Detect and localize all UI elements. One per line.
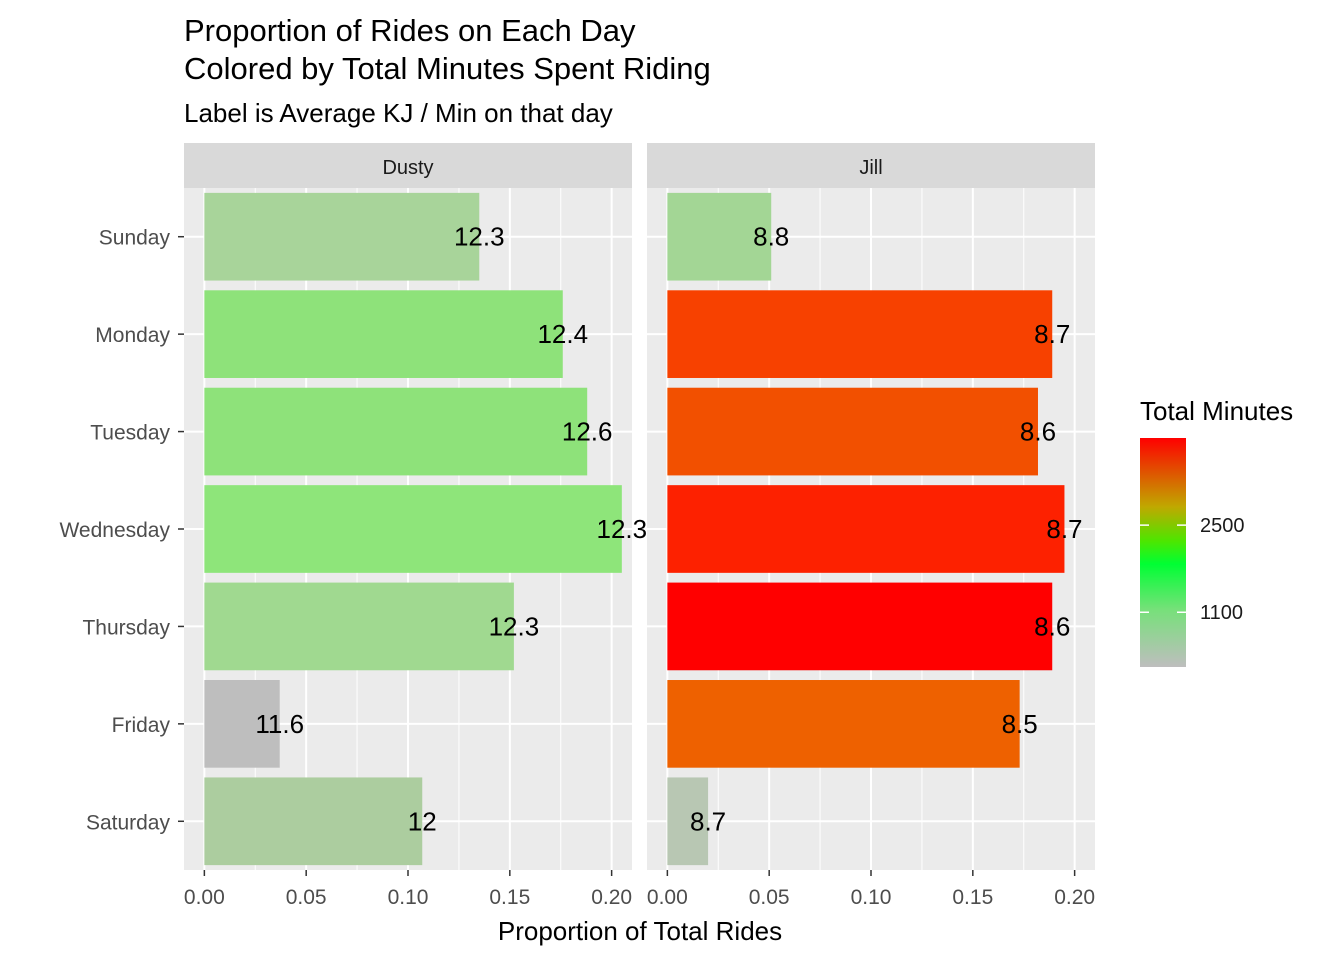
x-tick-label: 0.05 (286, 886, 327, 909)
x-tick-label: 0.00 (647, 886, 688, 909)
bar (204, 290, 563, 378)
bar-data-label: 12.3 (489, 611, 540, 641)
chart-title: Proportion of Rides on Each Day (184, 13, 636, 48)
y-tick-label: Tuesday (90, 422, 170, 445)
bar (667, 582, 1053, 671)
facet-strip (184, 143, 632, 188)
y-tick-label: Monday (95, 324, 170, 347)
x-tick-label: 0.10 (388, 886, 429, 909)
bar-data-label: 12.3 (454, 222, 505, 252)
legend-break-label: 1100 (1200, 602, 1243, 624)
y-tick-label: Wednesday (59, 519, 170, 542)
y-tick-label: Sunday (99, 227, 171, 250)
bar (204, 582, 514, 671)
bar (667, 387, 1038, 476)
bar-data-label: 8.5 (1002, 709, 1038, 739)
bar-data-label: 8.6 (1034, 611, 1070, 641)
bar (204, 777, 423, 866)
bar (204, 387, 588, 476)
bar-data-label: 8.8 (753, 222, 789, 252)
x-tick-label: 0.00 (184, 886, 225, 909)
bar (204, 192, 480, 281)
facet-strip (647, 143, 1095, 188)
bar (667, 192, 772, 281)
bar-data-label: 11.6 (255, 709, 304, 739)
bar-data-label: 8.7 (1034, 319, 1070, 349)
bar (204, 485, 622, 573)
x-tick-label: 0.15 (489, 886, 530, 909)
bar (667, 777, 709, 866)
legend-title: Total Minutes (1140, 396, 1293, 426)
y-tick-label: Saturday (86, 811, 171, 834)
chart-subtitle: Label is Average KJ / Min on that day (184, 98, 613, 128)
bar-data-label: 8.6 (1020, 417, 1056, 447)
x-axis-title: Proportion of Total Rides (498, 916, 782, 946)
bar-data-label: 8.7 (690, 806, 726, 836)
bar (667, 485, 1065, 573)
legend-break-label: 2500 (1200, 515, 1245, 537)
bar-data-label: 12.4 (537, 319, 588, 349)
y-tick-label: Friday (112, 714, 171, 737)
legend-colorbar (1140, 438, 1186, 667)
y-tick-label: Thursday (82, 616, 170, 639)
y-axis: Sunday Monday Tuesday Wednesday Thursday Frid… (59, 227, 184, 834)
bar-data-label: 8.7 (1046, 514, 1082, 544)
bar (667, 290, 1053, 378)
facet-strip-label: Dusty (382, 157, 433, 179)
facet-panels: Dusty 12.3 12.4 12.6 12.3 12.3 11.6 12 0.00 0.05 0… (184, 143, 1095, 909)
legend: Total Minutes 1100 2500 (1140, 396, 1293, 667)
facet-panel-dusty: Dusty 12.3 12.4 12.6 12.3 12.3 11.6 12 0.00 0.05 0… (184, 143, 647, 909)
x-tick-label: 0.10 (851, 886, 892, 909)
x-tick-label: 0.20 (591, 886, 632, 909)
x-tick-label: 0.20 (1054, 886, 1095, 909)
facet-strip-label: Jill (859, 157, 882, 179)
bar-data-label: 12.6 (562, 417, 613, 447)
bar-data-label: 12.3 (597, 514, 648, 544)
bar (204, 680, 280, 768)
bar (667, 680, 1020, 768)
facet-panel-jill: Jill 8.8 8.7 8.6 8.7 8.6 8.5 8.7 0.00 0.05 0.10 0.1… (647, 143, 1095, 909)
x-tick-label: 0.05 (749, 886, 790, 909)
chart-title-line2: Colored by Total Minutes Spent Riding (184, 51, 711, 86)
bar-data-label: 12 (408, 806, 437, 836)
x-tick-label: 0.15 (952, 886, 993, 909)
